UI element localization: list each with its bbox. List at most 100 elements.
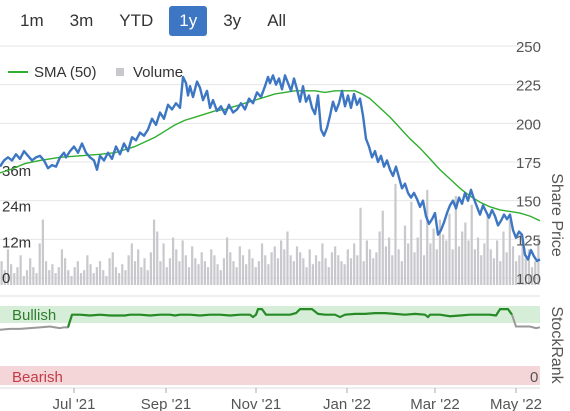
stockrank-zero-tick: 0	[530, 369, 538, 386]
volume-bar	[349, 258, 353, 285]
volume-bar	[384, 246, 388, 285]
volume-bar	[448, 213, 451, 285]
volume-bar	[162, 243, 165, 285]
volume-tick-label: 12m	[2, 234, 31, 251]
volume-bar	[327, 267, 330, 285]
tab-1m[interactable]: 1m	[20, 11, 44, 30]
volume-bar	[257, 261, 260, 285]
volume-bar	[521, 240, 524, 285]
volume-bar	[318, 261, 321, 285]
tab-3m[interactable]: 3m	[69, 11, 94, 30]
volume-bar	[210, 249, 213, 285]
volume-bar	[499, 261, 502, 285]
volume-bar	[264, 255, 267, 285]
volume-legend-swatch	[116, 68, 124, 76]
volume-bar	[359, 207, 362, 285]
volume-bar	[133, 261, 137, 285]
volume-bar	[527, 249, 530, 285]
volume-bar	[146, 270, 149, 285]
volume-bar	[10, 264, 13, 285]
volume-bar	[248, 249, 251, 285]
volume-bar	[114, 267, 118, 285]
volume-bar	[121, 264, 124, 285]
volume-bar	[118, 273, 121, 285]
volume-bar	[496, 240, 499, 285]
volume-bar	[130, 243, 133, 285]
x-tick-label: Jan '22	[323, 396, 371, 411]
volume-bar	[454, 195, 457, 285]
tab-1y[interactable]: 1y	[169, 6, 208, 36]
volume-bar	[270, 252, 273, 285]
price-tick-label: 250	[516, 39, 541, 56]
volume-bar	[314, 255, 318, 285]
price-tick-label: 150	[516, 194, 541, 211]
volume-bar	[343, 264, 346, 285]
volume-bar	[378, 231, 381, 285]
tab-all[interactable]: All	[267, 11, 287, 30]
volume-bar	[400, 261, 403, 285]
volume-bar	[108, 258, 111, 285]
volume-bar	[187, 267, 191, 285]
volume-bar	[492, 258, 496, 285]
volume-bar	[524, 258, 527, 285]
volume-bar	[178, 261, 181, 285]
x-axis: Jul '21 Sep '21 Nov '21 Jan '22 Mar '22 May '…	[53, 388, 542, 411]
volume-bar	[102, 270, 105, 285]
volume-bar	[64, 258, 67, 285]
bearish-label: Bearish	[12, 369, 63, 386]
tab-3y[interactable]: 3y	[223, 11, 242, 30]
tab-ytd[interactable]: YTD	[119, 11, 154, 30]
volume-bar	[83, 270, 86, 285]
volume-bar	[29, 258, 32, 285]
volume-bar	[57, 267, 60, 285]
volume-bar	[429, 243, 432, 285]
volume-bar	[426, 189, 429, 285]
volume-bar	[48, 270, 51, 285]
volume-bar	[518, 255, 521, 285]
volume-bar	[276, 258, 280, 285]
volume-bar	[206, 267, 210, 285]
volume-bar	[391, 255, 394, 285]
volume-bar	[467, 240, 470, 285]
volume-bar	[324, 258, 327, 285]
price-tick-label: 100	[516, 271, 541, 288]
volume-bar	[159, 261, 162, 285]
volume-bar	[508, 219, 511, 285]
volume-bar	[489, 249, 492, 285]
volume-bar	[181, 240, 184, 285]
x-tick-label: May '22	[490, 396, 542, 411]
volume-bar	[140, 267, 143, 285]
volume-bar	[25, 270, 29, 285]
x-tick-label: Sep '21	[141, 396, 191, 411]
volume-bar	[67, 270, 70, 285]
volume-axis-ticks: 0 12m 24m 36m	[2, 163, 31, 287]
volume-bar	[111, 252, 114, 285]
volume-bar	[295, 246, 299, 285]
sma-legend-label: SMA (50)	[34, 64, 97, 81]
stockrank-axis-label: StockRank	[548, 306, 565, 384]
volume-bar	[502, 231, 505, 285]
volume-bar	[267, 264, 270, 285]
volume-bar	[191, 246, 194, 285]
volume-bar	[32, 267, 35, 285]
volume-bar	[403, 225, 407, 285]
volume-bar	[197, 264, 200, 285]
volume-bar	[283, 249, 286, 285]
volume-bar	[3, 270, 6, 285]
volume-bar	[22, 276, 25, 285]
volume-bar	[226, 237, 229, 285]
volume-bar	[213, 255, 216, 285]
volume-bar	[534, 261, 537, 285]
volume-bar	[394, 183, 397, 285]
volume-bar	[435, 249, 438, 285]
volume-bar	[388, 237, 391, 285]
volume-bar	[346, 249, 349, 285]
volume-tick-label: 0	[2, 270, 10, 287]
stockrank-line-bullish	[66, 308, 513, 328]
range-selector: 1m 3m YTD 1y 3y All	[10, 6, 296, 36]
volume-bar	[222, 258, 226, 285]
volume-bar	[98, 261, 102, 285]
volume-bar	[54, 273, 57, 285]
volume-bar	[457, 246, 461, 285]
